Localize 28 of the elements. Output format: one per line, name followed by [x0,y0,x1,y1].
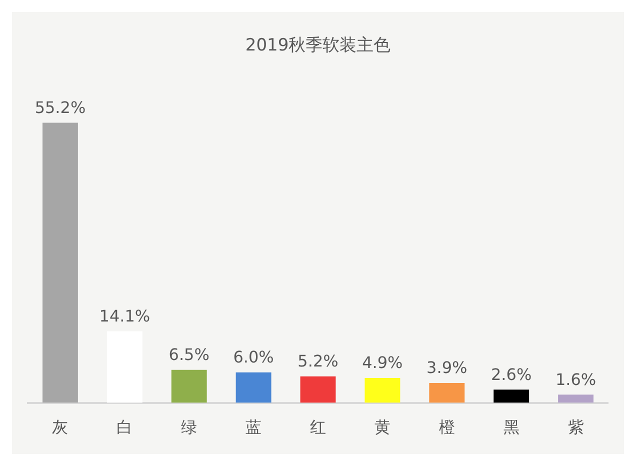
data-label: 6.0% [233,348,274,367]
bar [42,122,78,403]
bar [300,376,336,403]
bar [171,370,207,403]
x-tick-label: 黄 [374,418,390,437]
bar [364,378,400,403]
x-tick-label: 黑 [503,418,520,437]
x-tick-label: 橙 [438,418,455,437]
chart-title: 2019秋季软装主色 [245,36,391,56]
x-tick-label: 灰 [52,418,68,437]
data-label: 3.9% [426,358,468,378]
data-label: 6.5% [168,344,210,364]
x-tick-label: 绿 [181,418,198,437]
bar [106,331,142,403]
bar [236,372,272,403]
data-label: 1.6% [555,370,596,389]
x-tick-label: 红 [310,418,326,437]
data-label: 4.9% [362,353,403,372]
x-tick-label: 白 [116,418,133,437]
data-label: 55.2% [34,98,86,117]
x-tick-label: 蓝 [246,418,262,437]
bar [429,383,465,403]
data-label: 2.6% [491,364,532,384]
data-label: 14.1% [99,306,150,326]
bar [558,394,594,403]
data-label: 5.2% [298,352,338,371]
x-tick-label: 紫 [568,418,584,437]
bar [494,390,530,403]
